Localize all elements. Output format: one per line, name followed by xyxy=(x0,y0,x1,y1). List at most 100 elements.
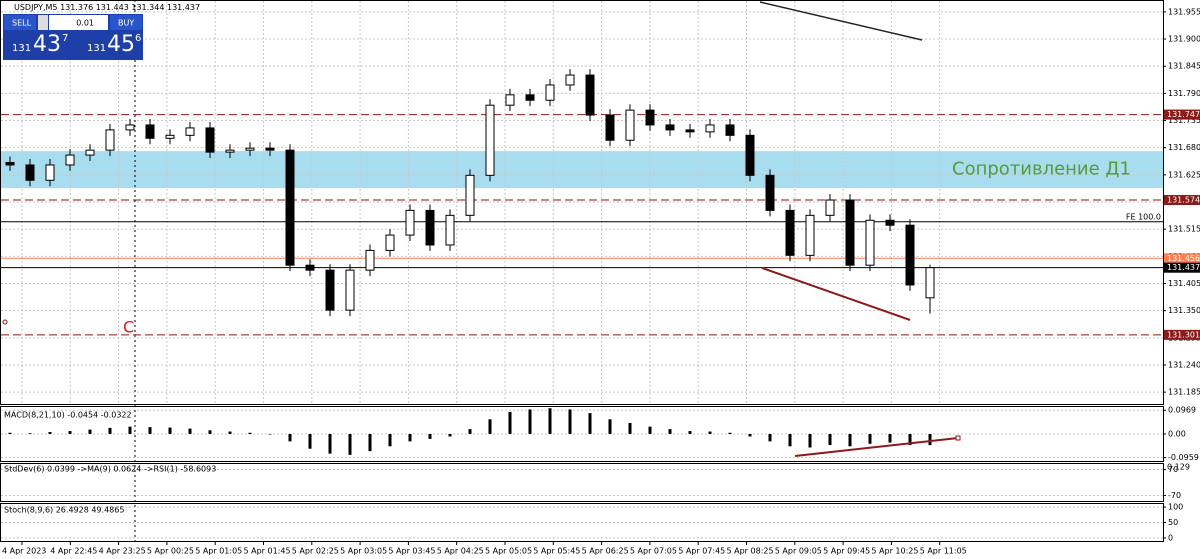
grid-layer xyxy=(1,1,1163,539)
stoch-title: Stoch(8,9,6) 26.4928 49.4865 xyxy=(4,506,124,515)
candle-body xyxy=(485,104,495,176)
y-tick-label: 131.845 xyxy=(1168,62,1200,71)
macd-trend-line xyxy=(794,437,959,457)
macd-bar xyxy=(408,434,412,442)
candle-body xyxy=(905,224,915,286)
macd-bar xyxy=(628,422,632,434)
macd-bar xyxy=(868,434,872,444)
macd-bar xyxy=(648,426,652,434)
x-tick-label: 5 Apr 05:45 xyxy=(533,547,580,556)
candle-body xyxy=(325,269,335,311)
macd-bar xyxy=(368,434,372,452)
price-level-label: 131.437 xyxy=(1167,263,1200,272)
candle-body xyxy=(265,147,275,151)
candle-body xyxy=(85,149,95,156)
macd-bar xyxy=(48,432,52,434)
x-tick-label: 5 Apr 05:05 xyxy=(485,547,532,556)
macd-bar xyxy=(688,431,692,434)
macd-bar xyxy=(808,434,812,448)
macd-bar xyxy=(528,409,532,434)
candle-body xyxy=(785,209,795,256)
zone-layer xyxy=(1,151,1163,189)
macd-bar xyxy=(728,432,732,434)
price-level-label: 131.747 xyxy=(1167,110,1200,119)
stddev-top-label: 0.129 xyxy=(1167,463,1190,472)
y-tick-label: 131.625 xyxy=(1168,170,1200,179)
candle-body xyxy=(405,209,415,236)
x-tick-label: 4 Apr 23:25 xyxy=(99,547,146,556)
macd-bar xyxy=(228,431,232,434)
price-level-tag xyxy=(1164,195,1200,206)
macd-bar xyxy=(188,428,192,434)
candle-body xyxy=(365,249,375,271)
macd-bar xyxy=(28,433,32,434)
candle-body xyxy=(25,164,35,181)
macd-bar xyxy=(108,427,112,434)
candle-body xyxy=(865,219,875,266)
x-tick-label: 4 Apr 22:45 xyxy=(50,547,97,556)
candle-body xyxy=(205,127,215,153)
macd-bar xyxy=(308,434,312,449)
price-level-tag xyxy=(1164,109,1200,120)
candle-body xyxy=(465,174,475,216)
macd-bar xyxy=(748,434,752,437)
candle-body xyxy=(145,124,155,139)
macd-bar xyxy=(828,434,832,446)
y-tick-label: -70 xyxy=(1168,491,1181,500)
y-tick-label: 0.00 xyxy=(1168,430,1186,439)
x-tick-label: 5 Apr 08:25 xyxy=(727,547,774,556)
sell-price-big: 131 xyxy=(12,43,31,54)
buy-price-pips: 45 xyxy=(107,32,135,57)
lot-dropdown[interactable] xyxy=(38,15,48,30)
x-tick-label: 5 Apr 03:45 xyxy=(388,547,435,556)
x-tick-label: 5 Apr 01:45 xyxy=(244,547,291,556)
macd-bar xyxy=(548,408,552,434)
y-tick-label: 131.350 xyxy=(1168,306,1200,315)
macd-bar xyxy=(328,434,332,454)
candle-body xyxy=(885,219,895,226)
macd-bar xyxy=(68,431,72,434)
resistance-zone xyxy=(1,151,1163,189)
macd-bar xyxy=(128,426,132,434)
stddev-panel-border xyxy=(0,463,1164,502)
y-tick-label: 131.790 xyxy=(1168,89,1200,98)
y-tick-label: 70 xyxy=(1168,465,1178,474)
x-tick-label: 5 Apr 06:25 xyxy=(582,547,629,556)
macd-bar xyxy=(148,427,152,434)
zone-label: Сопротивление Д1 xyxy=(952,159,1131,180)
price-level-label: 131.574 xyxy=(1167,196,1200,205)
candle-body xyxy=(585,74,595,116)
candle-body xyxy=(185,127,195,136)
candle-body xyxy=(165,134,175,139)
annotation: C xyxy=(123,318,134,337)
macd-bar xyxy=(288,434,292,442)
candle-body xyxy=(505,94,515,106)
candle-body xyxy=(665,124,675,131)
macd-bar xyxy=(788,434,792,447)
candle-body xyxy=(425,209,435,246)
x-tick-label: 4 Apr 2023 xyxy=(2,547,46,556)
macd-bar xyxy=(568,409,572,434)
price-level-label: 131.456 xyxy=(1167,254,1200,263)
trend-handle xyxy=(955,435,961,441)
macd-bar xyxy=(248,432,252,434)
buy-button[interactable] xyxy=(110,15,142,30)
trend-line xyxy=(761,267,911,321)
candle-body xyxy=(845,199,855,266)
candle-body xyxy=(45,164,55,181)
lot-input[interactable] xyxy=(49,15,108,30)
sell-button[interactable] xyxy=(4,15,36,30)
y-tick-label: 131.240 xyxy=(1168,360,1200,369)
macd-bar xyxy=(668,429,672,434)
x-tick-label: 5 Apr 00:25 xyxy=(147,547,194,556)
x-tick-label: 5 Apr 04:25 xyxy=(437,547,484,556)
candle-body xyxy=(725,124,735,136)
macd-bar xyxy=(448,434,452,437)
y-tick-label: 131.515 xyxy=(1168,225,1200,234)
macd-bar xyxy=(488,419,492,434)
macd-title: MACD(8,21,10) -0.0454 -0.0322 xyxy=(4,411,132,420)
candle-body xyxy=(925,267,935,299)
y-tick-label: 0 xyxy=(1168,533,1173,542)
x-tick-label: 5 Apr 10:25 xyxy=(871,547,918,556)
